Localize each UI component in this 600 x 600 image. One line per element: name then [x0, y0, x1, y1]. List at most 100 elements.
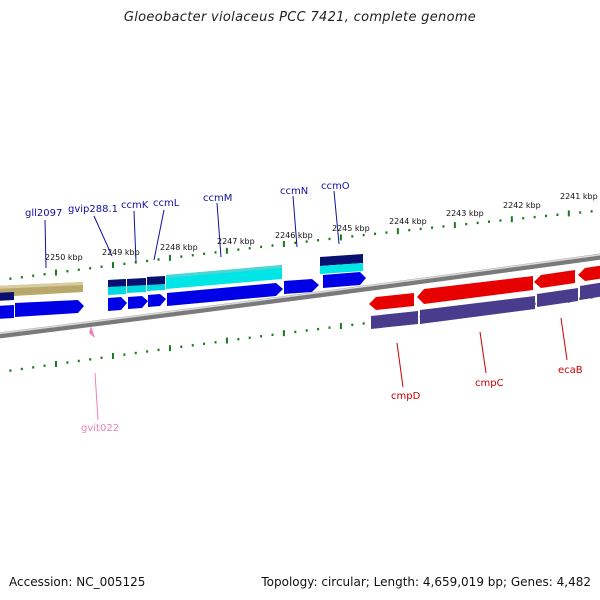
lower-scale-tick [43, 364, 46, 367]
ccmO-navy [320, 254, 363, 266]
lower-scale-tick [339, 323, 342, 330]
gene-label-ccmK: ccmK [121, 200, 149, 211]
upper-scale-tick [351, 235, 354, 238]
tick-label-2247: 2247 kbp [217, 237, 255, 246]
upper-scale-tick [590, 210, 593, 213]
gene-label-ccmM: ccmM [203, 193, 232, 204]
upper-scale-tick [282, 240, 285, 247]
forward-arrow-ccmM [167, 283, 283, 306]
tick-label-2241: 2241 kbp [560, 192, 598, 201]
ecaB-shadow [537, 288, 578, 307]
upper-scale-tick [453, 222, 456, 229]
lower-scale-tick [328, 326, 331, 329]
upper-scale-tick [465, 222, 468, 226]
lower-scale-tick [282, 330, 285, 337]
upper-scale-tick [271, 244, 274, 247]
upper-scale-tick [567, 210, 570, 217]
lower-scale-tick [134, 351, 137, 355]
cmpC-arrow [417, 276, 533, 304]
forward-arrow-ccmL [148, 294, 166, 307]
gene-label-ccmL: ccmL [153, 198, 180, 209]
gene-label-gll2097: gll2097 [25, 208, 62, 219]
lower-scale-tick [123, 353, 126, 356]
label-connectors [44, 190, 568, 421]
tick-label-2248: 2248 kbp [160, 243, 198, 252]
reverse-strand-features [369, 265, 600, 329]
lower-scale-tick [9, 369, 12, 372]
upper-scale-tick [522, 217, 525, 220]
upper-scale-tick [419, 227, 422, 231]
ecaB-arrow [534, 270, 575, 288]
upper-scale-tick [510, 216, 513, 223]
lower-scale-tick [271, 333, 274, 337]
cmpD-shadow [371, 311, 418, 329]
lower-scale-tick [168, 345, 171, 352]
upper-scale-tick [374, 232, 377, 236]
lower-scale-tick [111, 352, 114, 359]
upper-scale-tick [339, 234, 342, 241]
kbp-labels: 2250 kbp 2249 kbp 2248 kbp 2247 kbp 2246… [45, 192, 598, 262]
gvit022-marker [89, 326, 95, 338]
upper-scale-tick [89, 267, 92, 270]
right-edge-red [578, 265, 600, 281]
lower-scale-tick [146, 350, 149, 353]
upper-scale-tick [408, 228, 411, 232]
gene-label-cmpC: cmpC [475, 378, 504, 389]
upper-scale-tick [214, 251, 217, 254]
lower-scale-tick [89, 358, 92, 361]
lower-scale-tick [260, 335, 263, 338]
upper-scale-tick [77, 268, 80, 271]
right-edge-shadow [580, 282, 600, 300]
lower-scale-tick [77, 359, 80, 363]
gll2097-arrow [0, 305, 14, 319]
lower-scale-tick [248, 336, 251, 339]
lower-scale-tick [317, 327, 320, 331]
upper-scale-tick [533, 215, 536, 219]
upper-scale-tick [123, 262, 126, 266]
gll2097-shade [0, 292, 14, 301]
forward-arrow-gvip [108, 297, 127, 311]
tick-label-2245: 2245 kbp [332, 224, 370, 233]
upper-scale-tick [294, 241, 297, 245]
upper-scale-tick [100, 265, 103, 268]
upper-scale-tick [556, 213, 559, 216]
tick-label-2246: 2246 kbp [275, 231, 313, 240]
upper-scale-tick [191, 254, 194, 257]
accession-text: Accession: NC_005125 [9, 575, 146, 589]
lower-scale-tick [32, 366, 35, 369]
lower-scale-tick [20, 367, 23, 371]
gene-label-gvip288: gvip288.1 [68, 204, 118, 215]
gene-label-ccmN: ccmN [280, 186, 308, 197]
lower-scale-tick [294, 330, 297, 334]
upper-scale-tick [442, 225, 445, 228]
upper-scale-tick [248, 247, 251, 250]
upper-scale-tick [54, 269, 57, 276]
forward-arrow-ccmK [128, 296, 148, 309]
upper-scale [9, 210, 593, 280]
lower-scale-tick [225, 337, 228, 344]
upper-scale-tick [396, 228, 399, 235]
lower-scale-tick [305, 329, 308, 332]
lower-scale-tick [66, 361, 69, 364]
upper-scale-tick [203, 252, 206, 255]
upper-scale-tick [9, 277, 12, 280]
upper-scale-tick [225, 247, 228, 254]
lower-scale-tick [237, 338, 240, 341]
upper-scale-tick [431, 226, 434, 229]
upper-scale-tick [328, 237, 331, 241]
upper-scale-tick [32, 274, 35, 277]
gene-label-ecaB: ecaB [558, 365, 583, 376]
tick-label-2243: 2243 kbp [446, 209, 484, 218]
forward-arrow-1 [15, 300, 84, 317]
lower-scale-tick [214, 341, 217, 344]
cmpC-shadow [420, 296, 535, 324]
upper-scale-tick [579, 211, 582, 214]
topology-summary: Topology: circular; Length: 4,659,019 bp… [261, 575, 591, 589]
lower-scale-tick [203, 342, 206, 345]
forward-arrow-ccmN [284, 279, 319, 294]
genome-backbone [0, 253, 600, 339]
lower-scale-tick [351, 323, 354, 327]
tick-label-2244: 2244 kbp [389, 217, 427, 226]
ccmO-rna [320, 263, 363, 274]
